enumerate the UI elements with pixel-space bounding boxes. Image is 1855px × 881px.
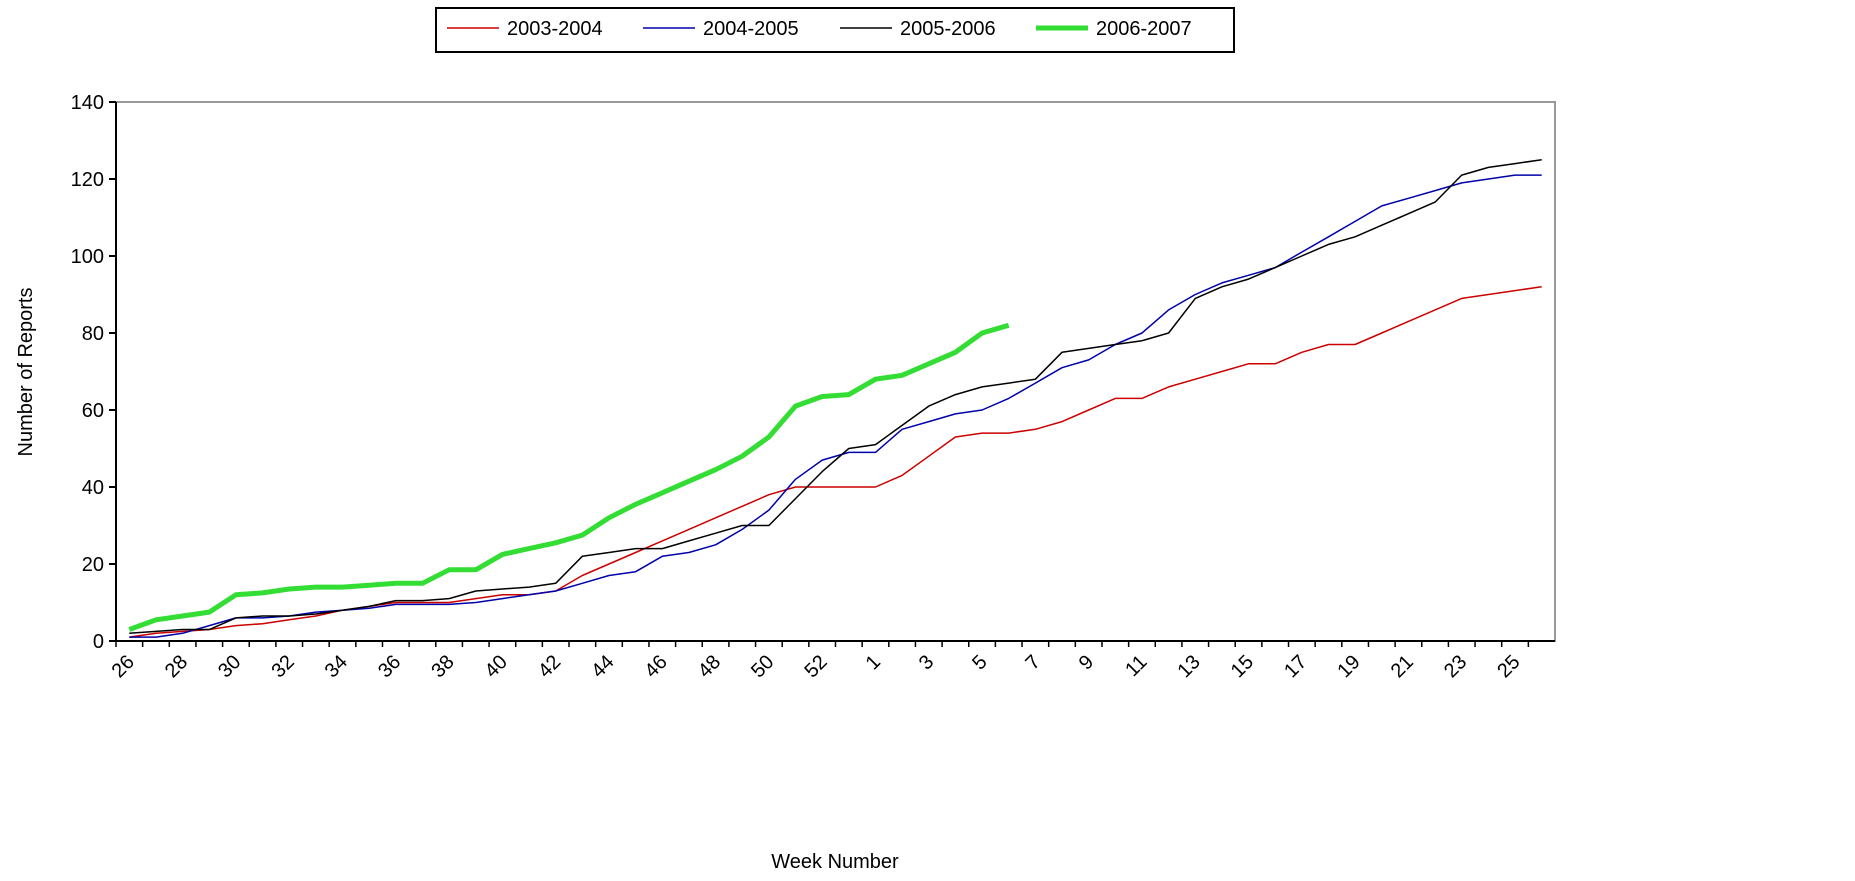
y-tick-label: 120: [71, 169, 104, 191]
y-tick-label: 20: [82, 554, 104, 576]
x-tick-label: 30: [214, 651, 245, 682]
x-tick-label: 38: [427, 651, 458, 682]
x-tick-label: 11: [1121, 651, 1151, 681]
x-tick-label: 13: [1173, 651, 1204, 682]
x-tick-label: 21: [1387, 651, 1418, 682]
x-tick-label: 23: [1440, 651, 1471, 682]
x-tick-label: 34: [321, 651, 352, 682]
series-line: [129, 159, 1542, 635]
x-tick-label: 25: [1493, 651, 1524, 682]
x-tick-label: 1: [862, 651, 885, 674]
y-tick-label: 60: [82, 400, 104, 422]
x-tick-label: 52: [800, 651, 831, 682]
x-tick-label: 48: [694, 651, 725, 682]
series-line: [128, 322, 1010, 632]
x-tick-label: 19: [1333, 651, 1364, 682]
x-tick-label: 46: [641, 651, 672, 682]
x-tick-label: 40: [481, 651, 512, 682]
x-tick-label: 3: [915, 651, 938, 674]
x-tick-label: 5: [968, 651, 991, 674]
x-tick-label: 32: [267, 651, 298, 682]
x-tick-label: 9: [1075, 651, 1098, 674]
y-tick-label: 100: [71, 246, 104, 268]
series-line: [129, 286, 1542, 638]
x-tick-label: 17: [1280, 651, 1311, 682]
x-tick-label: 36: [374, 651, 405, 682]
y-tick-label: 140: [71, 92, 104, 114]
legend-label: 2004-2005: [703, 18, 799, 40]
y-tick-label: 40: [82, 477, 104, 499]
x-tick-label: 7: [1021, 651, 1044, 674]
x-tick-label: 42: [534, 651, 565, 682]
legend-label: 2006-2007: [1096, 18, 1192, 40]
legend-label: 2003-2004: [507, 18, 603, 40]
x-tick-label: 26: [108, 651, 139, 682]
x-tick-label: 15: [1227, 651, 1258, 682]
x-tick-label: 44: [587, 651, 618, 682]
y-tick-label: 80: [82, 323, 104, 345]
plot-area: [115, 101, 1556, 642]
y-axis-title: Number of Reports: [15, 288, 37, 457]
x-axis-title: Week Number: [771, 851, 899, 873]
series-line: [129, 174, 1542, 638]
x-tick-label: 50: [747, 651, 778, 682]
x-tick-label: 28: [161, 651, 192, 682]
y-tick-label: 0: [93, 631, 104, 653]
legend-label: 2005-2006: [900, 18, 996, 40]
legend-box: [435, 7, 1235, 53]
